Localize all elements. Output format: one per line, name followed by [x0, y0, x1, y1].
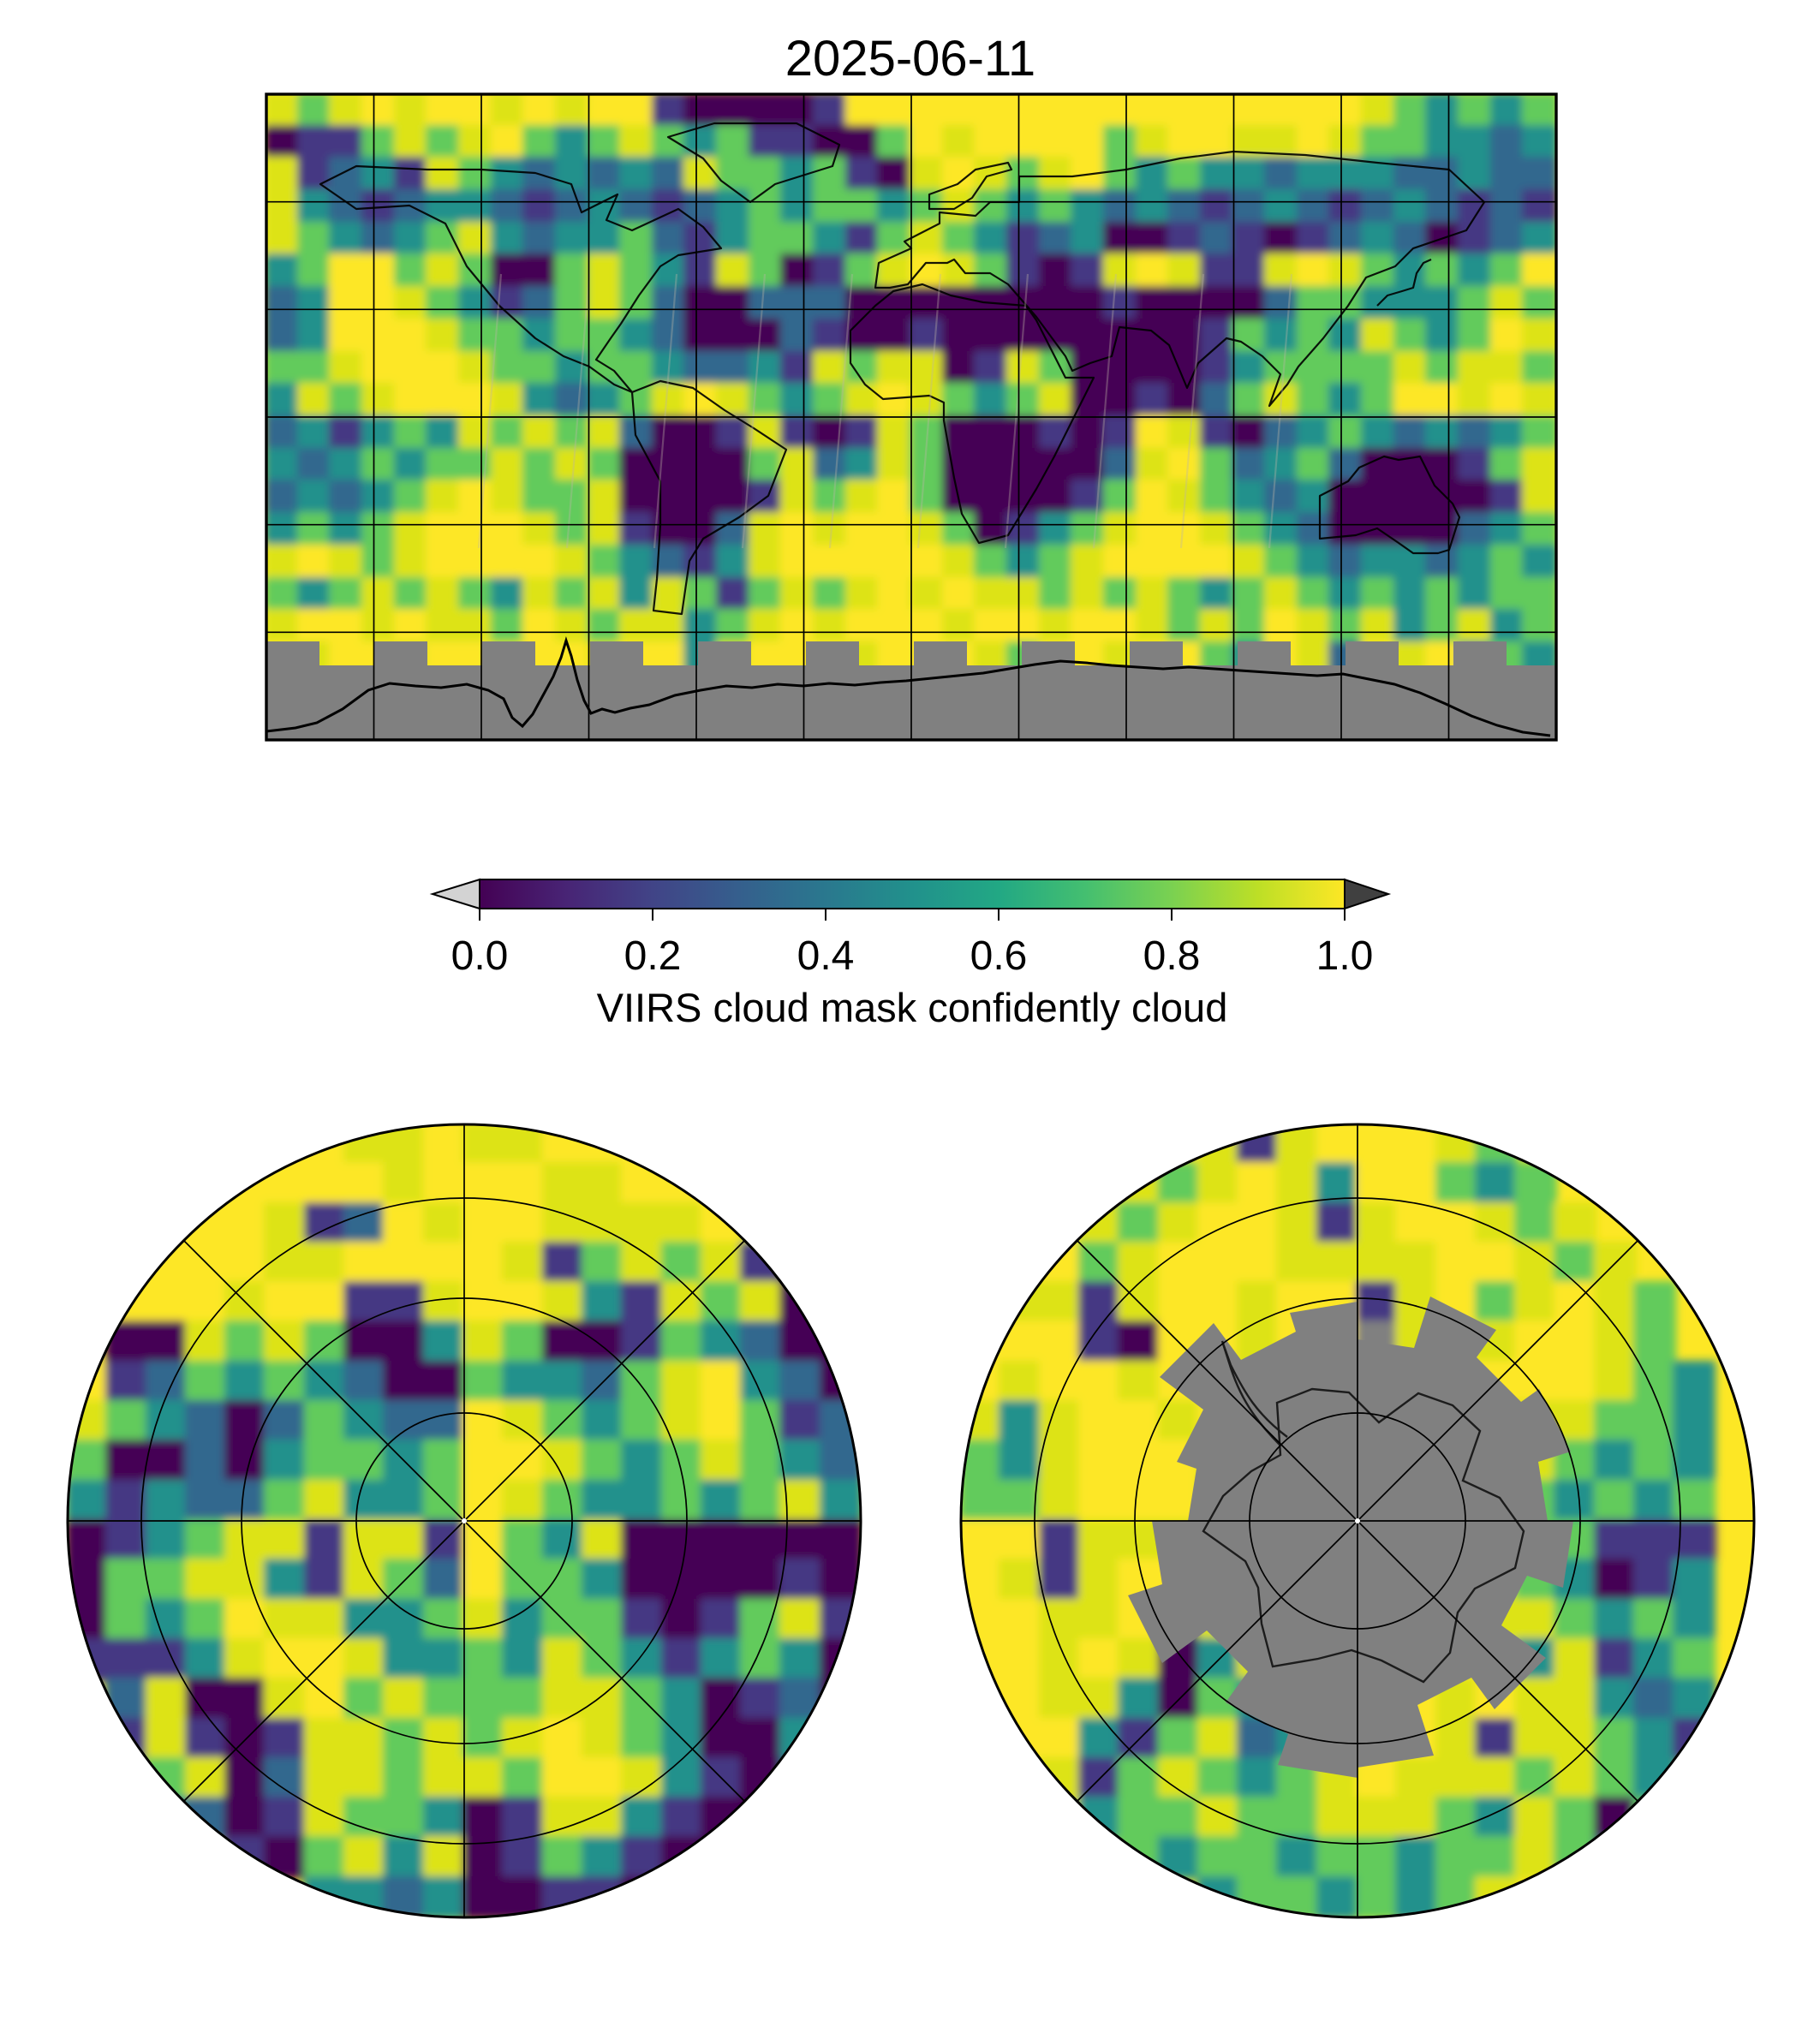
svg-text:2025-06-11: 2025-06-11: [785, 31, 1035, 86]
svg-text:0.6: 0.6: [970, 933, 1028, 979]
svg-text:0.0: 0.0: [451, 933, 509, 979]
svg-text:0.8: 0.8: [1143, 933, 1201, 979]
svg-text:0.2: 0.2: [624, 933, 682, 979]
svg-text:1.0: 1.0: [1316, 933, 1374, 979]
svg-text:VIIRS cloud mask confidently c: VIIRS cloud mask confidently cloud: [597, 985, 1228, 1030]
svg-text:0.4: 0.4: [797, 933, 855, 979]
